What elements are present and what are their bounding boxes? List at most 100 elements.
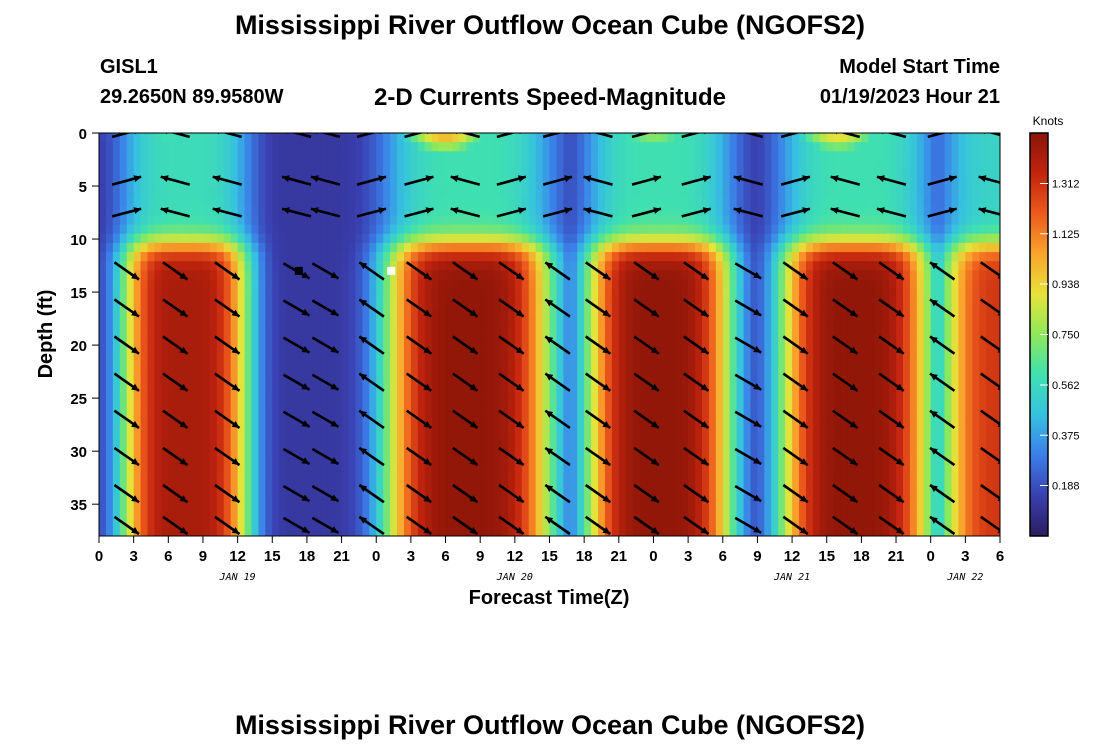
heatmap-cell — [986, 416, 994, 427]
heatmap-cell — [840, 261, 849, 271]
heatmap-cell — [403, 380, 412, 391]
heatmap-cell — [847, 215, 856, 226]
heatmap-cell — [348, 151, 357, 162]
heatmap-cell — [445, 389, 454, 400]
heatmap-cell — [764, 242, 772, 253]
heatmap-cell — [916, 389, 925, 400]
heatmap-cell — [972, 197, 980, 207]
heatmap-cell — [646, 444, 655, 455]
heatmap-cell — [362, 133, 370, 143]
heatmap-cell — [708, 416, 717, 427]
heatmap-cell — [618, 426, 627, 436]
heatmap-cell — [500, 316, 509, 326]
heatmap-cell — [521, 169, 530, 180]
heatmap-cell — [313, 407, 322, 418]
heatmap-cell — [445, 297, 454, 308]
heatmap-cell — [701, 398, 710, 409]
heatmap-cell — [230, 252, 239, 262]
heatmap-cell — [431, 261, 440, 271]
heatmap-cell — [632, 151, 641, 162]
heatmap-cell — [182, 407, 190, 418]
heatmap-cell — [105, 407, 114, 418]
heatmap-cell — [792, 407, 800, 418]
heatmap-cell — [861, 270, 869, 281]
heatmap-cell — [202, 270, 211, 281]
heatmap-cell — [494, 307, 502, 317]
heatmap-cell — [237, 279, 246, 290]
heatmap-cell — [604, 233, 613, 244]
heatmap-cell — [986, 462, 994, 473]
heatmap-cell — [958, 288, 966, 299]
heatmap-cell — [861, 252, 869, 262]
heatmap-cell — [286, 389, 294, 400]
heatmap-cell — [286, 343, 294, 354]
heatmap-cell — [438, 178, 447, 189]
heatmap-cell — [563, 407, 571, 418]
heatmap-cell — [701, 242, 710, 253]
heatmap-cell — [902, 407, 911, 418]
heatmap-cell — [286, 197, 294, 207]
heatmap-cell — [216, 462, 225, 473]
heatmap-cell — [265, 233, 273, 244]
heatmap-cell — [958, 206, 966, 217]
heatmap-cell — [514, 316, 523, 326]
heatmap-cell — [376, 334, 384, 345]
heatmap-cell — [258, 160, 266, 171]
heatmap-cell — [535, 307, 544, 317]
heatmap-cell — [868, 224, 876, 235]
heatmap-cell — [320, 471, 329, 482]
heatmap-cell — [916, 242, 925, 253]
heatmap-cell — [916, 407, 925, 418]
heatmap-cell — [376, 169, 384, 180]
heatmap-cell — [598, 197, 606, 207]
heatmap-cell — [473, 471, 481, 482]
heatmap-cell — [438, 325, 447, 336]
heatmap-cell — [320, 142, 329, 152]
heatmap-cell — [196, 389, 204, 400]
heatmap-cell — [196, 215, 204, 226]
heatmap-cell — [833, 389, 842, 400]
heatmap-cell — [986, 288, 994, 299]
heatmap-cell — [896, 160, 904, 171]
heatmap-cell — [660, 471, 668, 482]
heatmap-cell — [771, 398, 779, 409]
heatmap-cell — [743, 407, 752, 418]
heatmap-cell — [979, 316, 987, 326]
heatmap-cell — [202, 453, 211, 464]
heatmap-cell — [445, 178, 454, 189]
heatmap-cell — [923, 416, 932, 427]
heatmap-cell — [896, 361, 904, 372]
heatmap-cell — [972, 380, 980, 391]
heatmap-cell — [965, 151, 973, 162]
heatmap-cell — [986, 371, 994, 381]
heatmap-cell — [715, 435, 724, 446]
heatmap-cell — [417, 307, 426, 317]
heatmap-cell — [410, 325, 419, 336]
heatmap-cell — [237, 270, 246, 281]
heatmap-cell — [154, 261, 162, 271]
heatmap-cell — [216, 407, 225, 418]
heatmap-cell — [625, 197, 634, 207]
heatmap-cell — [514, 224, 523, 235]
heatmap-cell — [112, 288, 121, 299]
heatmap-cell — [923, 380, 932, 391]
heatmap-cell — [944, 471, 953, 482]
heatmap-cell — [847, 169, 856, 180]
heatmap-cell — [251, 334, 260, 345]
heatmap-cell — [778, 160, 786, 171]
heatmap-cell — [480, 316, 488, 326]
heatmap-cell — [327, 142, 336, 152]
heatmap-cell — [272, 435, 280, 446]
heatmap-cell — [119, 416, 128, 427]
heatmap-cell — [334, 343, 343, 354]
heatmap-cell — [584, 398, 592, 409]
heatmap-cell — [327, 352, 336, 363]
heatmap-cell — [168, 407, 176, 418]
heatmap-cell — [591, 389, 599, 400]
heatmap-cell — [369, 343, 377, 354]
heatmap-cell — [979, 215, 987, 226]
heatmap-cell — [168, 371, 176, 381]
heatmap-cell — [459, 252, 467, 262]
heatmap-cell — [431, 481, 440, 491]
heatmap-cell — [736, 224, 745, 235]
